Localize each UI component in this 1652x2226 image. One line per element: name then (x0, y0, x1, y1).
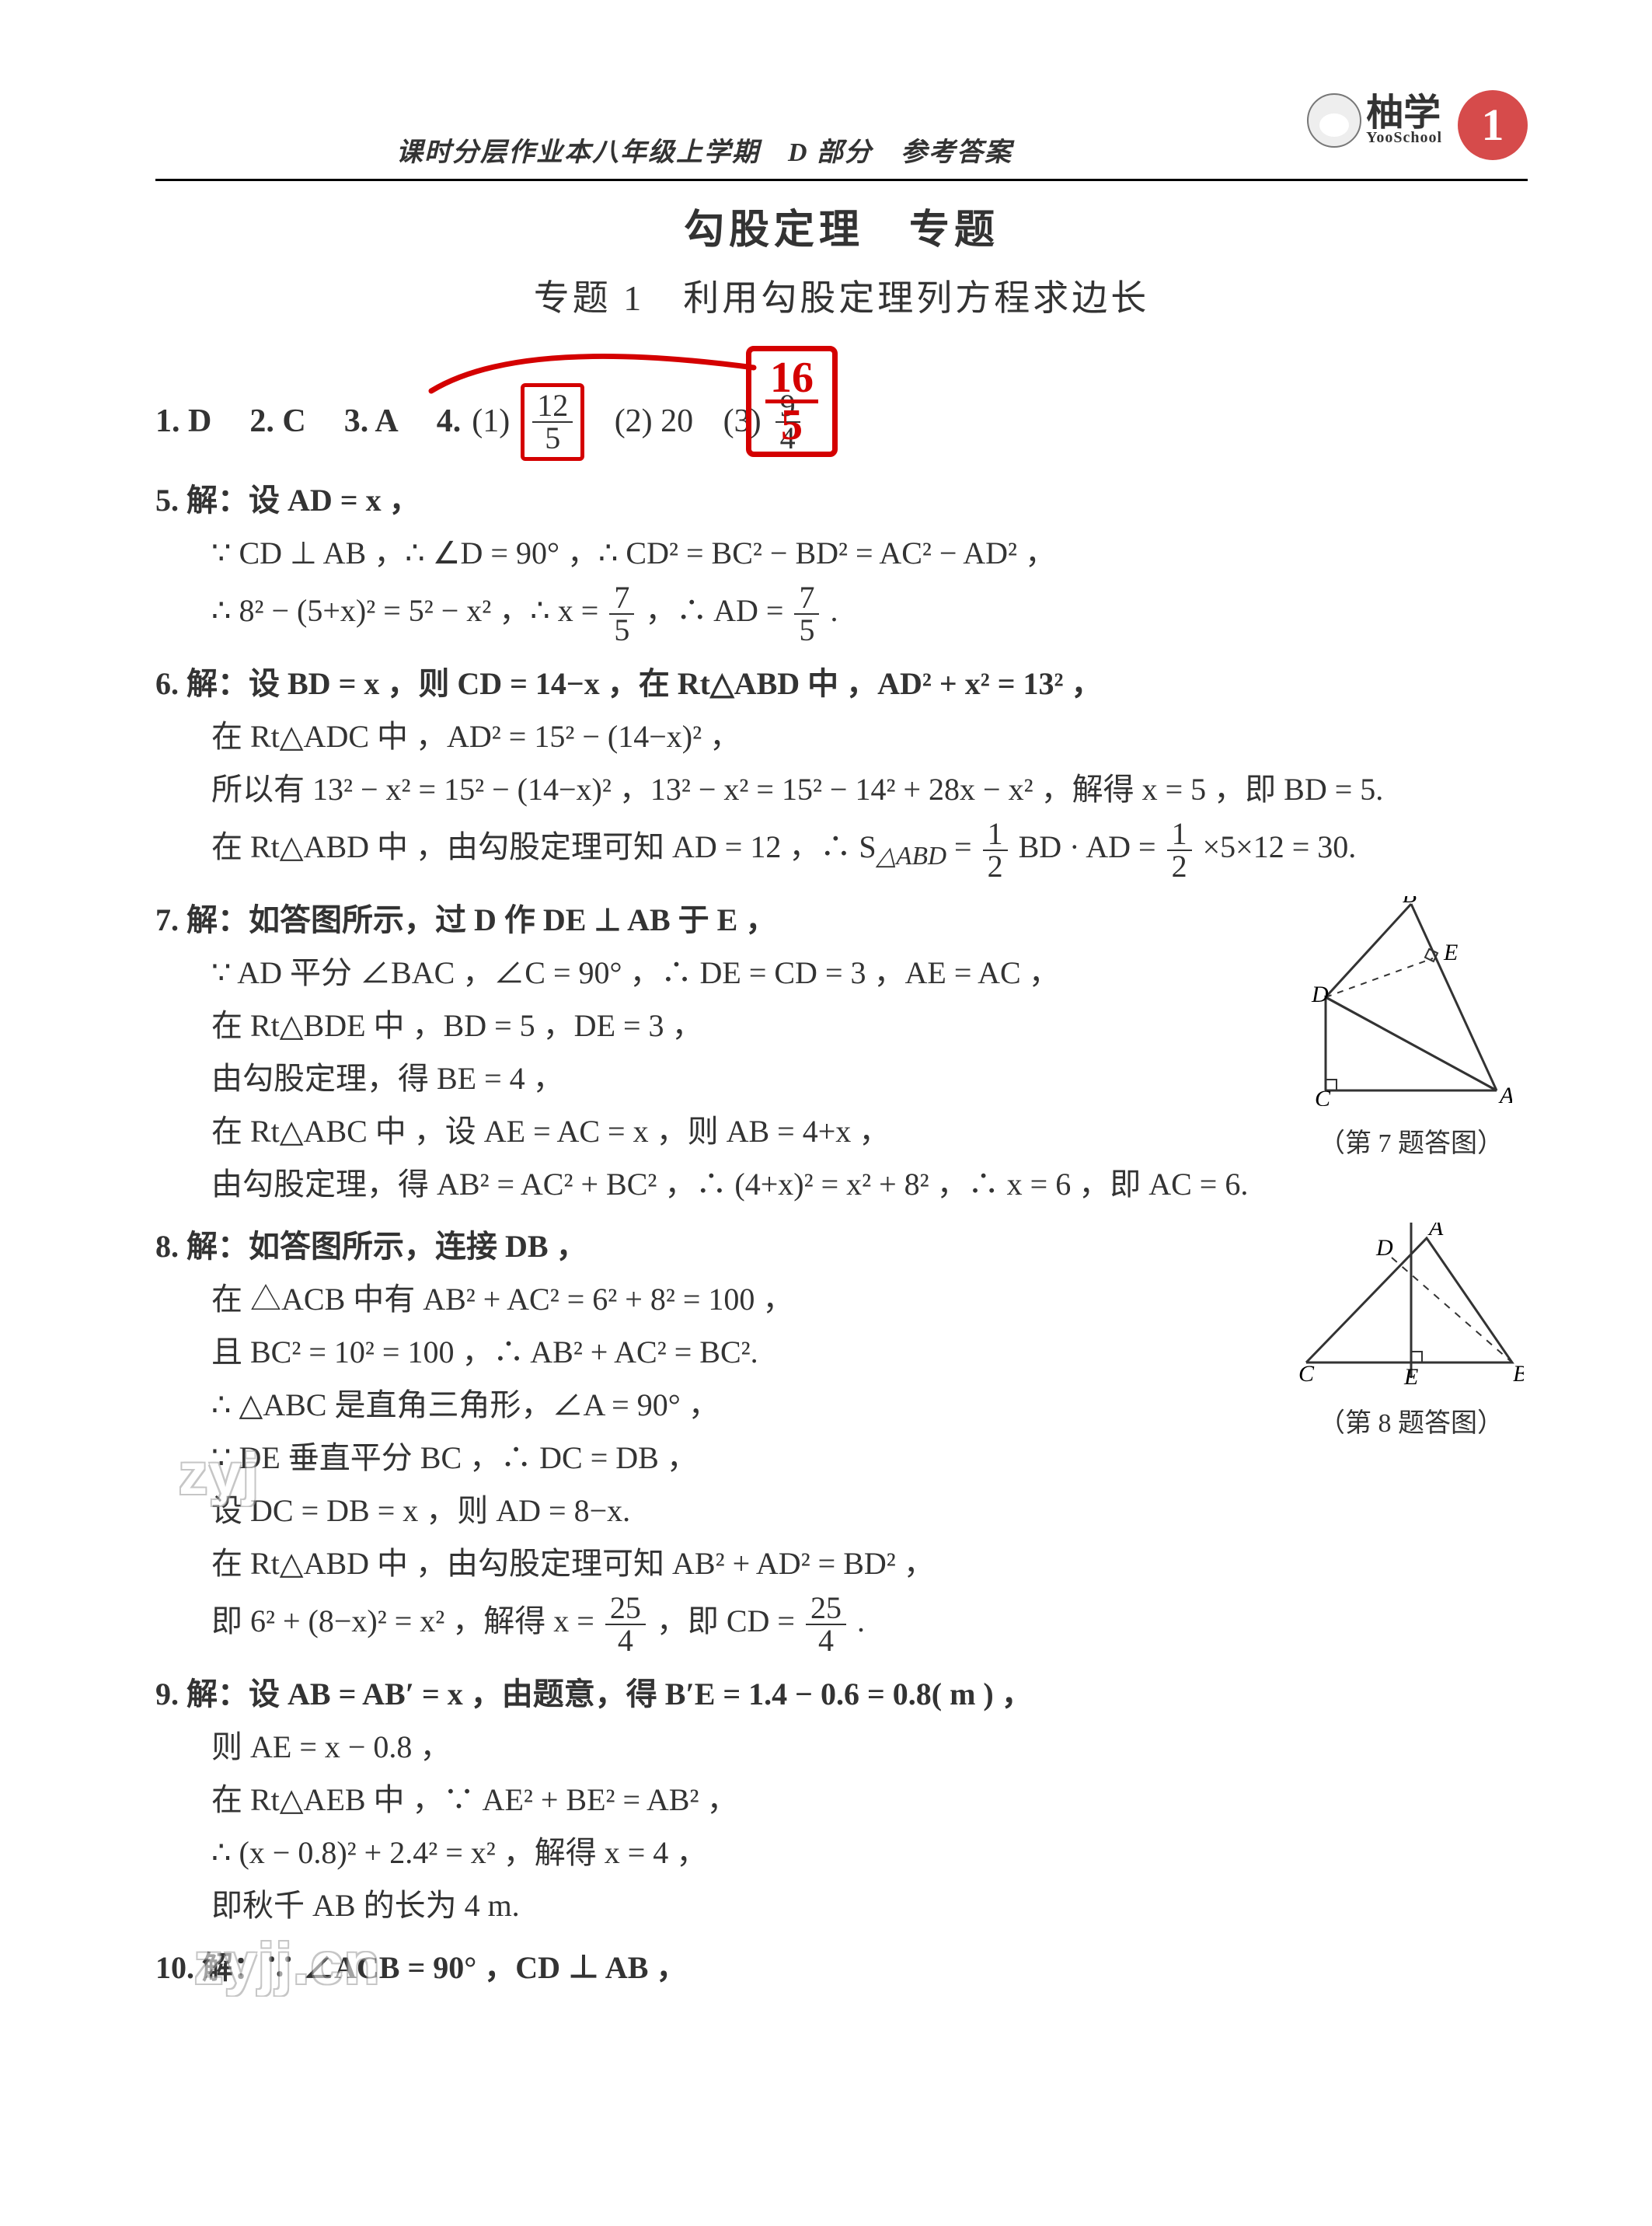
p9-head: 9. 解：设 AB = AB′ = x ，由题意，得 B′E = 1.4 − 0… (155, 1676, 1033, 1711)
problem-5: 5. 解：设 AD = x ， ∵ CD ⊥ AB ，∴ ∠D = 90° ，∴… (155, 476, 1528, 646)
svg-text:A: A (1427, 1223, 1444, 1240)
p10-head: 10. 解：∵ ∠ACB = 90° ，CD ⊥ AB ， (155, 1950, 687, 1985)
p5-l1: ∵ CD ⊥ AB ，∴ ∠D = 90° ，∴ CD² = BC² − BD²… (211, 529, 1528, 577)
hand-num: 16 (765, 356, 818, 403)
figure-7: B E D C A （第 7 题答图） (1295, 896, 1528, 1164)
ans-4-label: 4. (437, 396, 462, 447)
svg-text:E: E (1403, 1364, 1418, 1386)
p8-l7: 即 6² + (8−x)² = x² ，解得 x = 254 ，即 CD = 2… (211, 1593, 1528, 1656)
brand-mascot-icon (1307, 93, 1361, 148)
ans-4-1-label: (1) (472, 396, 510, 447)
p5-head: 5. 解：设 AD = x ， (155, 483, 420, 518)
svg-text:D: D (1375, 1235, 1393, 1261)
svg-text:B: B (1513, 1361, 1524, 1386)
problem-10: 10. 解：∵ ∠ACB = 90° ，CD ⊥ AB ， (155, 1944, 1528, 1992)
triangle-7-icon: B E D C A (1310, 896, 1512, 1106)
p7-l5: 由勾股定理，得 AB² = AC² + BC² ，∴ (4+x)² = x² +… (211, 1160, 1528, 1209)
p9-l4: 即秋千 AB 的长为 4 m. (211, 1882, 1528, 1930)
ans-4-1-den: 5 (540, 423, 565, 454)
svg-text:C: C (1315, 1086, 1331, 1106)
problem-6: 6. 解：设 BD = x ，则 CD = 14−x ，在 Rt△ABD 中 ，… (155, 660, 1528, 882)
p8-l5: 设 DC = DB = x ，则 AD = 8−x. (211, 1487, 1528, 1535)
svg-text:E: E (1443, 940, 1458, 965)
problem-7: B E D C A （第 7 题答图） 7. 解：如答图所示，过 D 作 DE … (155, 896, 1528, 1209)
svg-text:D: D (1311, 982, 1329, 1007)
page-number-badge: 1 (1458, 90, 1528, 160)
running-head: 课时分层作业本八年级上学期 D 部分 参考答案 (396, 133, 1012, 174)
figure-8: A D C E B （第 8 题答图） (1295, 1223, 1528, 1444)
p6-head: 6. 解：设 BD = x ，则 CD = 14−x ，在 Rt△ABD 中 ，… (155, 666, 1102, 701)
p6-l2: 所以有 13² − x² = 15² − (14−x)² ，13² − x² =… (211, 766, 1528, 814)
p9-l1: 则 AE = x − 0.8 ， (211, 1723, 1528, 1771)
ans-4-1-num: 12 (532, 390, 573, 423)
p9-l3: ∴ (x − 0.8)² + 2.4² = x² ，解得 x = 4 ， (211, 1829, 1528, 1877)
p5-l2: ∴ 8² − (5+x)² = 5² − x² ，∴ x = 75 ，∴ AD … (211, 582, 1528, 646)
ans-1: 1. D (155, 396, 211, 447)
handwritten-correction: 16 5 (746, 346, 838, 457)
p8-head: 8. 解：如答图所示，连接 DB ， (155, 1229, 587, 1264)
p9-l2: 在 Rt△AEB 中 ，∵ AE² + BE² = AB² ， (211, 1776, 1528, 1824)
svg-text:C: C (1298, 1361, 1315, 1386)
page: 课时分层作业本八年级上学期 D 部分 参考答案 柚学 YooSchool 1 勾… (0, 0, 1652, 2226)
ans-4-1-circled: 125 (521, 383, 584, 461)
svg-text:A: A (1498, 1083, 1512, 1106)
page-header: 课时分层作业本八年级上学期 D 部分 参考答案 柚学 YooSchool 1 (155, 93, 1528, 181)
problem-9: 9. 解：设 AB = AB′ = x ，由题意，得 B′E = 1.4 − 0… (155, 1670, 1528, 1930)
problem-8: A D C E B （第 8 题答图） 8. 解：如答图所示，连接 DB ， 在… (155, 1223, 1528, 1656)
figure-8-caption: （第 8 题答图） (1295, 1404, 1528, 1445)
p7-head: 7. 解：如答图所示，过 D 作 DE ⊥ AB 于 E ， (155, 902, 776, 937)
brand-cn: 柚学 (1366, 96, 1442, 130)
ans-4-2: (2) 20 (615, 396, 693, 447)
p8-l6: 在 Rt△ABD 中 ，由勾股定理可知 AB² + AD² = BD² ， (211, 1540, 1528, 1588)
ans-3: 3. A (344, 396, 399, 447)
p6-l1: 在 Rt△ADC 中 ，AD² = 15² − (14−x)² ， (211, 713, 1528, 761)
triangle-8-icon: A D C E B (1298, 1223, 1524, 1386)
ans-2: 2. C (249, 396, 305, 447)
chapter-title: 勾股定理 专题 (155, 200, 1528, 263)
p6-l3: 在 Rt△ABD 中 ，由勾股定理可知 AD = 12 ，∴ S△ABD = 1… (211, 818, 1528, 882)
short-answers: 1. D 2. C 3. A 4. (1) 125 (2) 20 (3) 94 … (155, 349, 1528, 450)
brand: 柚学 YooSchool (1307, 93, 1442, 148)
brand-name: 柚学 YooSchool (1366, 96, 1442, 144)
hand-den: 5 (765, 403, 818, 447)
svg-text:B: B (1403, 896, 1417, 908)
brand-en: YooSchool (1366, 131, 1442, 145)
figure-7-caption: （第 7 题答图） (1295, 1124, 1528, 1165)
section-title: 专题 1 利用勾股定理列方程求边长 (155, 270, 1528, 326)
